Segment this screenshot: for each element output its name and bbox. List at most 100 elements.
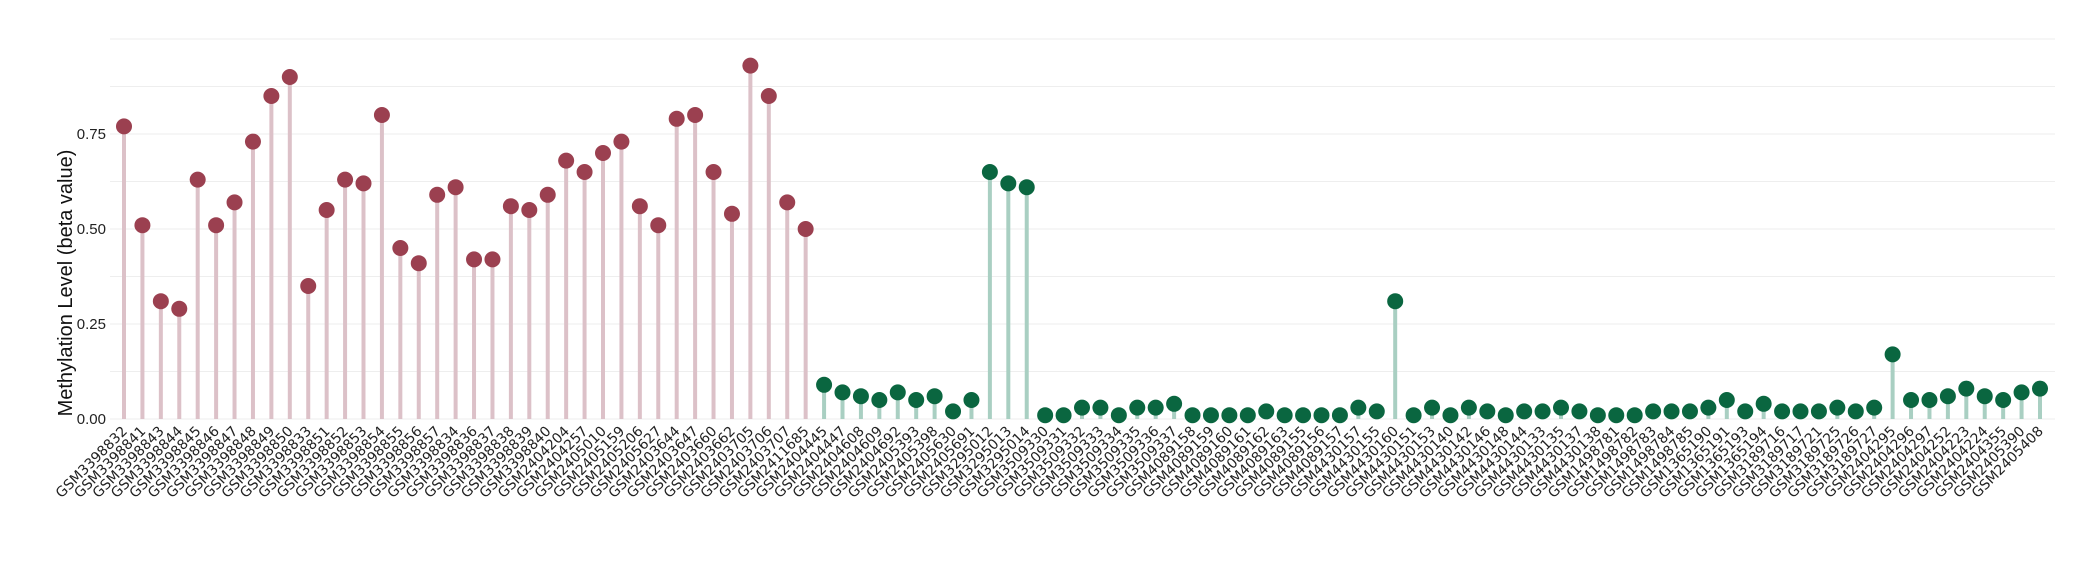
data-point bbox=[1553, 399, 1569, 416]
data-point bbox=[834, 384, 851, 401]
data-point bbox=[1774, 403, 1791, 420]
data-point bbox=[171, 300, 188, 317]
data-point bbox=[1276, 407, 1293, 424]
data-point bbox=[760, 88, 777, 104]
data-point bbox=[466, 251, 483, 268]
data-point bbox=[410, 255, 427, 272]
data-point bbox=[926, 388, 943, 405]
y-axis-label: Methylation Level (beta value) bbox=[55, 150, 77, 417]
data-point bbox=[908, 392, 925, 408]
data-point bbox=[300, 278, 317, 294]
data-point bbox=[1663, 403, 1680, 420]
data-point bbox=[650, 217, 667, 234]
data-point bbox=[668, 110, 685, 127]
data-point bbox=[1847, 403, 1864, 420]
data-point bbox=[539, 186, 556, 203]
data-point bbox=[1110, 407, 1127, 424]
data-point bbox=[1350, 399, 1367, 416]
data-point bbox=[1866, 399, 1883, 416]
data-point bbox=[1534, 403, 1551, 420]
data-point bbox=[1184, 407, 1201, 424]
data-point bbox=[521, 202, 538, 218]
data-point bbox=[1000, 175, 1017, 192]
data-point bbox=[2013, 384, 2030, 401]
data-point bbox=[889, 384, 906, 401]
data-point bbox=[1147, 399, 1164, 416]
data-point bbox=[1221, 407, 1238, 424]
data-point bbox=[1202, 407, 1219, 424]
data-point bbox=[816, 376, 833, 393]
y-tick-label: 0.25 bbox=[77, 316, 106, 333]
data-point bbox=[373, 107, 390, 123]
data-point bbox=[263, 88, 280, 104]
data-point bbox=[1442, 407, 1459, 424]
x-axis: GSM3398832GSM3398841GSM3398843GSM3398844… bbox=[53, 423, 2047, 501]
data-point bbox=[1700, 399, 1717, 416]
data-point bbox=[1331, 407, 1348, 424]
data-point bbox=[281, 69, 298, 85]
data-point bbox=[687, 107, 704, 123]
data-point bbox=[1939, 388, 1956, 405]
data-point bbox=[355, 175, 372, 192]
data-point bbox=[1976, 388, 1993, 405]
data-point bbox=[705, 164, 722, 180]
data-point bbox=[742, 57, 759, 74]
data-point bbox=[1258, 403, 1275, 420]
data-point bbox=[1884, 346, 1901, 363]
data-point bbox=[1074, 399, 1090, 416]
data-point bbox=[1387, 293, 1404, 310]
data-point bbox=[134, 217, 151, 234]
data-point bbox=[337, 171, 354, 188]
data-point bbox=[963, 392, 980, 408]
y-axis: 0.00 0.25 0.50 0.75 bbox=[77, 126, 106, 428]
data-point bbox=[1903, 392, 1920, 408]
data-point bbox=[1037, 407, 1054, 424]
data-point bbox=[1166, 395, 1183, 412]
data-point bbox=[1460, 399, 1477, 416]
data-point bbox=[631, 198, 648, 215]
data-point bbox=[1313, 407, 1330, 424]
data-point bbox=[981, 164, 998, 180]
data-point bbox=[871, 392, 888, 408]
data-point bbox=[1681, 403, 1698, 420]
data-point bbox=[116, 118, 132, 135]
data-point bbox=[1921, 392, 1938, 408]
data-point bbox=[152, 293, 169, 310]
data-point bbox=[1626, 407, 1643, 424]
data-point bbox=[484, 251, 501, 268]
data-point bbox=[1792, 403, 1809, 420]
data-point bbox=[1645, 403, 1662, 420]
data-point bbox=[576, 164, 593, 180]
data-point bbox=[208, 217, 225, 234]
data-point bbox=[945, 403, 962, 420]
data-point bbox=[1589, 407, 1606, 424]
data-point bbox=[1608, 407, 1625, 424]
data-point bbox=[1571, 403, 1588, 420]
data-point bbox=[1829, 399, 1846, 416]
data-point bbox=[1995, 392, 2012, 408]
data-point bbox=[613, 133, 630, 150]
data-point bbox=[447, 179, 464, 196]
data-point bbox=[1737, 403, 1754, 420]
data-point bbox=[1424, 399, 1441, 416]
data-point bbox=[2032, 380, 2048, 397]
data-point bbox=[189, 171, 206, 188]
data-point bbox=[318, 202, 335, 218]
data-point bbox=[226, 194, 243, 211]
data-point bbox=[1718, 392, 1735, 408]
data-point bbox=[1479, 403, 1496, 420]
data-point bbox=[1055, 407, 1072, 424]
grid-layer bbox=[110, 38, 2055, 420]
data-point bbox=[1497, 407, 1514, 424]
y-tick-label: 0.50 bbox=[77, 221, 106, 238]
data-point bbox=[852, 388, 869, 405]
data-point bbox=[1129, 399, 1146, 416]
data-point bbox=[1239, 407, 1256, 424]
data-point bbox=[1092, 399, 1109, 416]
data-point bbox=[558, 152, 575, 169]
data-point bbox=[1405, 407, 1422, 424]
data-point bbox=[779, 194, 796, 211]
data-point bbox=[1368, 403, 1385, 420]
data-point bbox=[1810, 403, 1827, 420]
